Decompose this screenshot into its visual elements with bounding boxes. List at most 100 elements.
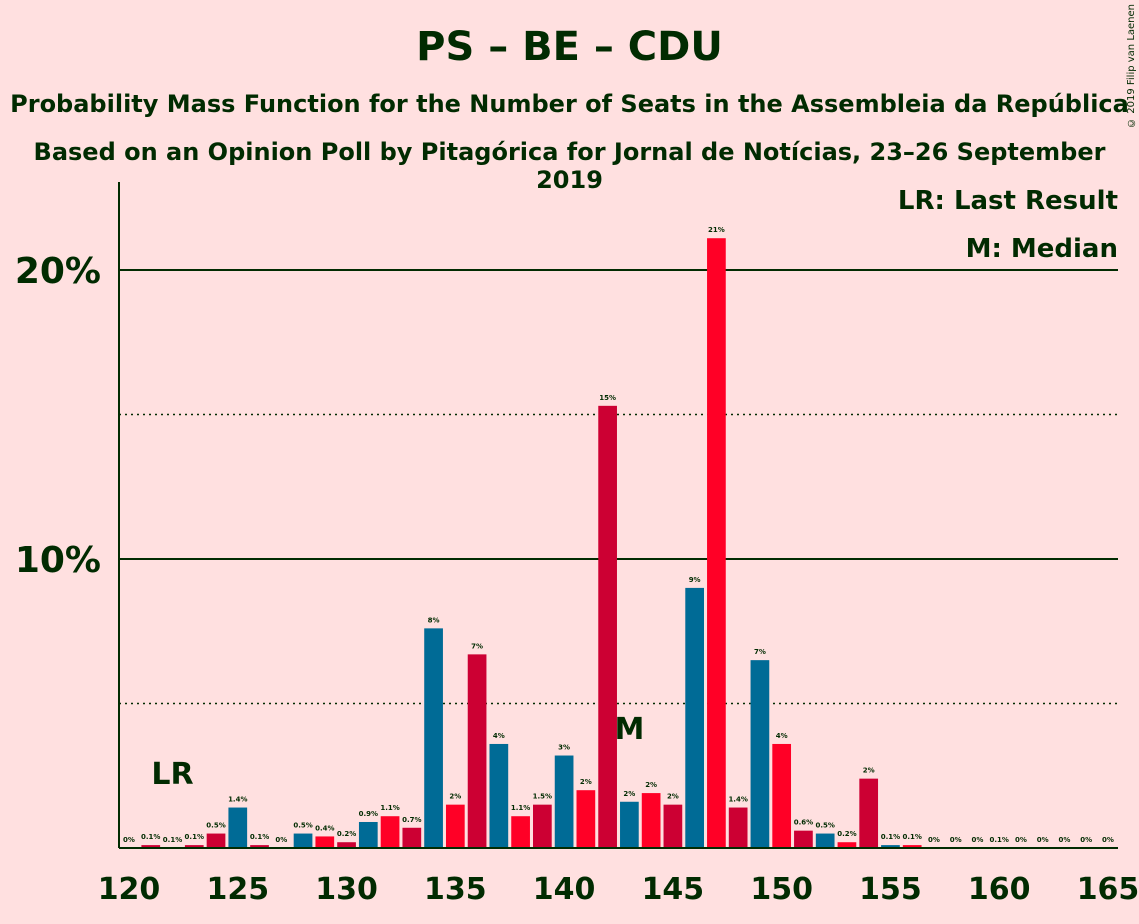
chart-title: PS – BE – CDU [416, 24, 723, 70]
bars-layer [141, 238, 922, 848]
axes-layer: 120 125 130 135 140 145 150 155 160 165 10% 20% [15, 182, 1139, 907]
bar-value-label: 0% [1037, 836, 1049, 844]
bar-value-label: 15% [599, 394, 616, 402]
bar [794, 830, 813, 848]
bar-value-label: 0.1% [163, 836, 182, 844]
bar-value-label: 7% [754, 648, 766, 656]
bar-value-label: 0.1% [185, 833, 204, 841]
bar-value-label: 2% [667, 793, 679, 801]
bar-value-label: 4% [493, 732, 505, 740]
bar-value-label: 0.5% [206, 822, 225, 830]
bar [467, 654, 487, 848]
bar-value-label: 2% [623, 790, 635, 798]
x-tick-label: 140 [533, 872, 596, 907]
bar-value-label: 0.6% [794, 819, 813, 827]
bar-value-label: 3% [558, 744, 570, 752]
bar-value-label: 0.7% [402, 816, 421, 824]
y-tick-label: 20% [15, 251, 101, 292]
bar [685, 587, 704, 848]
bar-value-label: 0% [123, 836, 135, 844]
chart-subtitle-2: Based on an Opinion Poll by Pitagórica f… [33, 138, 1106, 194]
bar-value-label: 0.1% [990, 836, 1009, 844]
bar [315, 836, 335, 848]
bar-value-label: 0.5% [815, 822, 834, 830]
x-tick-label: 165 [1077, 872, 1139, 907]
bar-value-label: 0.4% [315, 824, 334, 832]
median-marker: M [614, 712, 644, 747]
legend-last-result: LR: Last Result [898, 186, 1118, 216]
bar-value-label: 2% [645, 781, 657, 789]
bar-value-label: 4% [776, 732, 788, 740]
bar-value-label: 0.1% [250, 833, 269, 841]
bar-value-label: 0.1% [141, 833, 160, 841]
bar-value-label: 1.5% [533, 793, 552, 801]
bar [837, 842, 857, 848]
x-tick-label: 130 [315, 872, 378, 907]
bar-value-label: 0% [972, 836, 984, 844]
bar-value-label: 0% [1080, 836, 1092, 844]
x-tick-label: 155 [859, 872, 922, 907]
x-tick-label: 150 [750, 872, 813, 907]
bar-value-label: 0% [1015, 836, 1027, 844]
legend-median: M: Median [966, 234, 1118, 264]
bar [663, 804, 683, 848]
legend-median-background [978, 232, 1128, 266]
bar [293, 833, 313, 848]
bar [228, 807, 248, 848]
bar [424, 628, 443, 848]
bar [206, 833, 226, 848]
bar [598, 405, 617, 848]
bar-value-label: 0% [928, 836, 940, 844]
x-tick-label: 135 [424, 872, 487, 907]
bar [881, 845, 900, 848]
bar-value-label: 0% [1059, 836, 1071, 844]
y-tick-label: 10% [15, 540, 101, 581]
bar-value-label: 0.2% [337, 830, 356, 838]
legend-lr-background [928, 186, 1128, 220]
grid-layer [119, 269, 1118, 705]
last-result-marker: LR [151, 757, 193, 792]
bar-value-label: 0.9% [359, 810, 378, 818]
x-tick-label: 120 [98, 872, 161, 907]
bar [641, 793, 661, 848]
bar [511, 816, 530, 848]
bar [533, 804, 552, 848]
bar-value-label: 9% [689, 576, 701, 584]
bar-value-label: 1.1% [511, 804, 530, 812]
bar-value-label: 0% [1102, 836, 1114, 844]
bar [772, 743, 792, 848]
bar [728, 807, 748, 848]
bar [620, 801, 639, 848]
bar-value-label: 0.2% [837, 830, 856, 838]
bar [402, 827, 422, 848]
bar [489, 743, 509, 848]
bar [902, 845, 922, 848]
bar [815, 833, 835, 848]
bar-value-label: 21% [708, 226, 725, 234]
bar-value-label: 0% [275, 836, 287, 844]
bar-value-label: 0% [950, 836, 962, 844]
bar-value-label: 2% [449, 793, 461, 801]
markers-layer: LR M [151, 712, 644, 792]
x-tick-label: 125 [206, 872, 269, 907]
bar-value-label: 1.4% [228, 796, 247, 804]
bar-value-label: 2% [580, 778, 592, 786]
bar [554, 755, 574, 848]
data-labels-layer: 0% 0.1% 0.1% 0.1%0.5%1.4%0.1% 0%0.5% 0.4%0.2%… [123, 226, 1114, 844]
bar-value-label: 2% [863, 767, 875, 775]
bar [859, 778, 879, 848]
bar-value-label: 8% [428, 616, 440, 624]
bar-value-label: 0.1% [902, 833, 921, 841]
bar-value-label: 0.5% [293, 822, 312, 830]
bar [337, 842, 356, 848]
bar [250, 845, 269, 848]
bar [141, 845, 161, 848]
bar-value-label: 1.1% [380, 804, 399, 812]
bar [184, 845, 204, 848]
bar [445, 804, 465, 848]
bar-value-label: 1.4% [728, 796, 747, 804]
bar [380, 816, 400, 848]
bar [707, 238, 726, 848]
